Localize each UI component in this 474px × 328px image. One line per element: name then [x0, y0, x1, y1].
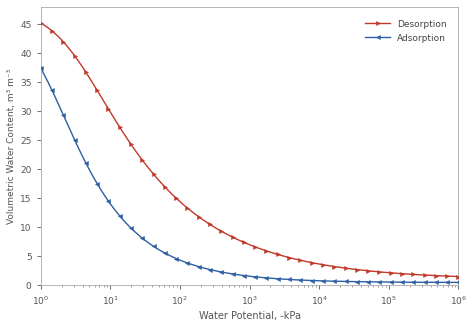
- X-axis label: Water Potential, -kPa: Water Potential, -kPa: [199, 311, 301, 321]
- Y-axis label: Volumetric Water Content, m³ m⁻³: Volumetric Water Content, m³ m⁻³: [7, 69, 16, 224]
- Legend: Desorption, Adsorption: Desorption, Adsorption: [362, 17, 450, 45]
